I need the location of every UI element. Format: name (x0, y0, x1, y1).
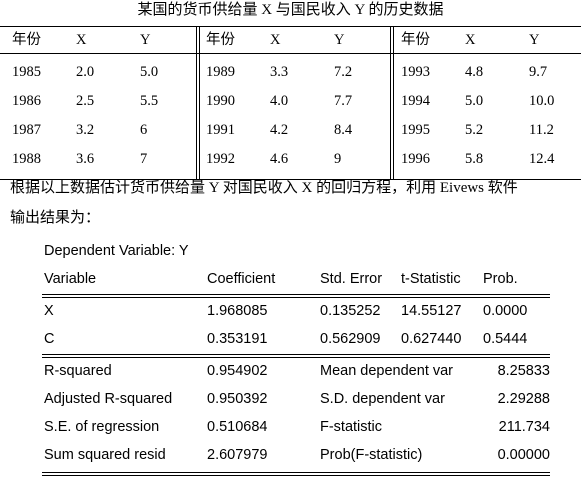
stat-value: 2.29288 (497, 391, 550, 407)
cell-year: 1989 (206, 64, 235, 80)
cell-x: 5.8 (465, 151, 484, 167)
dependent-variable-label: Dependent Variable: Y (44, 243, 189, 259)
cell-y: 6 (140, 122, 148, 138)
cell-y: 7.7 (334, 93, 353, 109)
cell-y: 7.2 (334, 64, 353, 80)
cell-year: 1992 (206, 151, 235, 167)
stat-value: 0.510684 (207, 419, 268, 435)
cell-year: 1988 (12, 151, 41, 167)
header-year: 年份 (206, 32, 235, 48)
cell-year: 1986 (12, 93, 41, 109)
cell-year: 1985 (12, 64, 41, 80)
cell-x: 4.0 (270, 93, 289, 109)
cell-x: 3.3 (270, 64, 289, 80)
paragraph-line-2: 输出结果为： (10, 210, 101, 226)
coef-variable: C (44, 331, 55, 347)
stat-value: 2.607979 (207, 447, 268, 463)
stat-value: 211.734 (498, 419, 550, 435)
cell-y: 5.0 (140, 64, 159, 80)
rule (42, 472, 550, 473)
cell-y: 10.0 (529, 93, 555, 109)
coef-std-error: 0.562909 (320, 331, 381, 347)
stat-value: 8.25833 (497, 363, 550, 379)
header-coefficient: Coefficient (207, 271, 276, 287)
column-divider (196, 27, 197, 179)
coef-coefficient: 1.968085 (207, 303, 268, 319)
cell-x: 5.2 (465, 122, 484, 138)
header-y: Y (140, 32, 151, 48)
cell-x: 4.6 (270, 151, 289, 167)
stat-label: Sum squared resid (44, 447, 166, 463)
header-x: X (76, 32, 87, 48)
header-prob: Prob. (483, 271, 518, 287)
coef-std-error: 0.135252 (320, 303, 381, 319)
coef-prob: 0.5444 (483, 331, 528, 347)
header-year: 年份 (401, 32, 430, 48)
cell-year: 1994 (401, 93, 430, 109)
column-divider (393, 27, 394, 179)
cell-year: 1993 (401, 64, 430, 80)
stat-label: R-squared (44, 363, 112, 379)
paragraph-line-1: 根据以上数据估计货币供给量 Y 对国民收入 X 的回归方程，利用 Eivews … (10, 180, 518, 196)
header-x: X (270, 32, 281, 48)
data-table: 年份 X Y 年份 X Y 年份 X Y 1985 2.0 5.0 1989 3… (0, 26, 581, 180)
table-caption: 某国的货币供给量 X 与国民收入 Y 的历史数据 (137, 2, 444, 18)
cell-year: 1996 (401, 151, 430, 167)
header-std-error: Std. Error (320, 271, 383, 287)
stat-value: 0.00000 (497, 447, 550, 463)
cell-y: 11.2 (529, 122, 554, 138)
rule (42, 354, 550, 355)
header-x: X (465, 32, 476, 48)
stat-value: 0.950392 (207, 391, 268, 407)
cell-year: 1990 (206, 93, 235, 109)
stat-label: S.E. of regression (44, 419, 160, 435)
cell-y: 12.4 (529, 151, 555, 167)
header-t-statistic: t-Statistic (401, 271, 461, 287)
coef-variable: X (44, 303, 54, 319)
cell-x: 3.2 (76, 122, 95, 138)
stat-value: 0.954902 (207, 363, 268, 379)
column-divider (199, 27, 200, 179)
cell-y: 8.4 (334, 122, 353, 138)
coef-coefficient: 0.353191 (207, 331, 268, 347)
rule (42, 297, 550, 298)
header-y: Y (529, 32, 540, 48)
cell-year: 1991 (206, 122, 235, 138)
header-y: Y (334, 32, 345, 48)
stat-label: F-statistic (320, 419, 383, 435)
cell-x: 4.2 (270, 122, 289, 138)
header-rule (0, 53, 581, 54)
column-divider (390, 27, 391, 179)
cell-x: 2.0 (76, 64, 95, 80)
rule (42, 357, 550, 358)
cell-year: 1995 (401, 122, 430, 138)
stat-label: Prob(F-statistic) (320, 447, 423, 463)
cell-x: 5.0 (465, 93, 484, 109)
coef-t-statistic: 0.627440 (401, 331, 462, 347)
stat-label: S.D. dependent var (320, 391, 445, 407)
cell-x: 2.5 (76, 93, 95, 109)
cell-y: 7 (140, 151, 148, 167)
header-variable: Variable (44, 271, 97, 287)
cell-y: 5.5 (140, 93, 159, 109)
coef-prob: 0.0000 (483, 303, 528, 319)
cell-y: 9.7 (529, 64, 548, 80)
rule (42, 475, 550, 476)
cell-year: 1987 (12, 122, 41, 138)
stat-label: Mean dependent var (320, 363, 454, 379)
rule (42, 294, 550, 295)
header-year: 年份 (12, 32, 41, 48)
cell-x: 3.6 (76, 151, 95, 167)
stat-label: Adjusted R-squared (44, 391, 173, 407)
cell-x: 4.8 (465, 64, 484, 80)
cell-y: 9 (334, 151, 342, 167)
coef-t-statistic: 14.55127 (401, 303, 462, 319)
